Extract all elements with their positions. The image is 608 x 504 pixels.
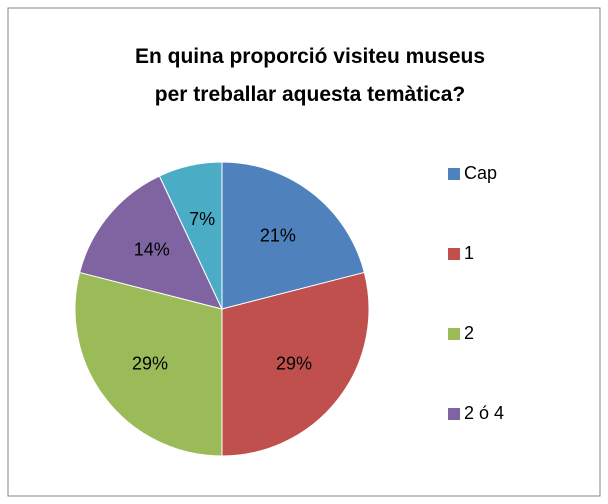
legend-label: Cap	[464, 163, 497, 183]
pie-slice	[74, 271, 223, 457]
legend-swatch	[448, 408, 460, 420]
pie-slice	[158, 161, 223, 310]
legend-swatch	[448, 328, 460, 340]
chart-title: En quina proporció visiteu museus per tre…	[135, 45, 485, 106]
pie-slice	[221, 271, 370, 457]
pie-slice	[221, 161, 365, 310]
slice-label: 21%	[260, 226, 296, 246]
slice-label: 29%	[276, 354, 312, 374]
pie-slice	[79, 175, 223, 310]
slice-label: 7%	[189, 209, 215, 229]
legend-label: 2	[464, 323, 474, 343]
legend-label: 2 ó 4	[464, 403, 504, 423]
slice-label: 29%	[132, 354, 168, 374]
legend-swatch	[448, 168, 460, 180]
legend-label: 1	[464, 243, 474, 263]
legend-swatch	[448, 248, 460, 260]
slice-label: 14%	[134, 240, 170, 260]
